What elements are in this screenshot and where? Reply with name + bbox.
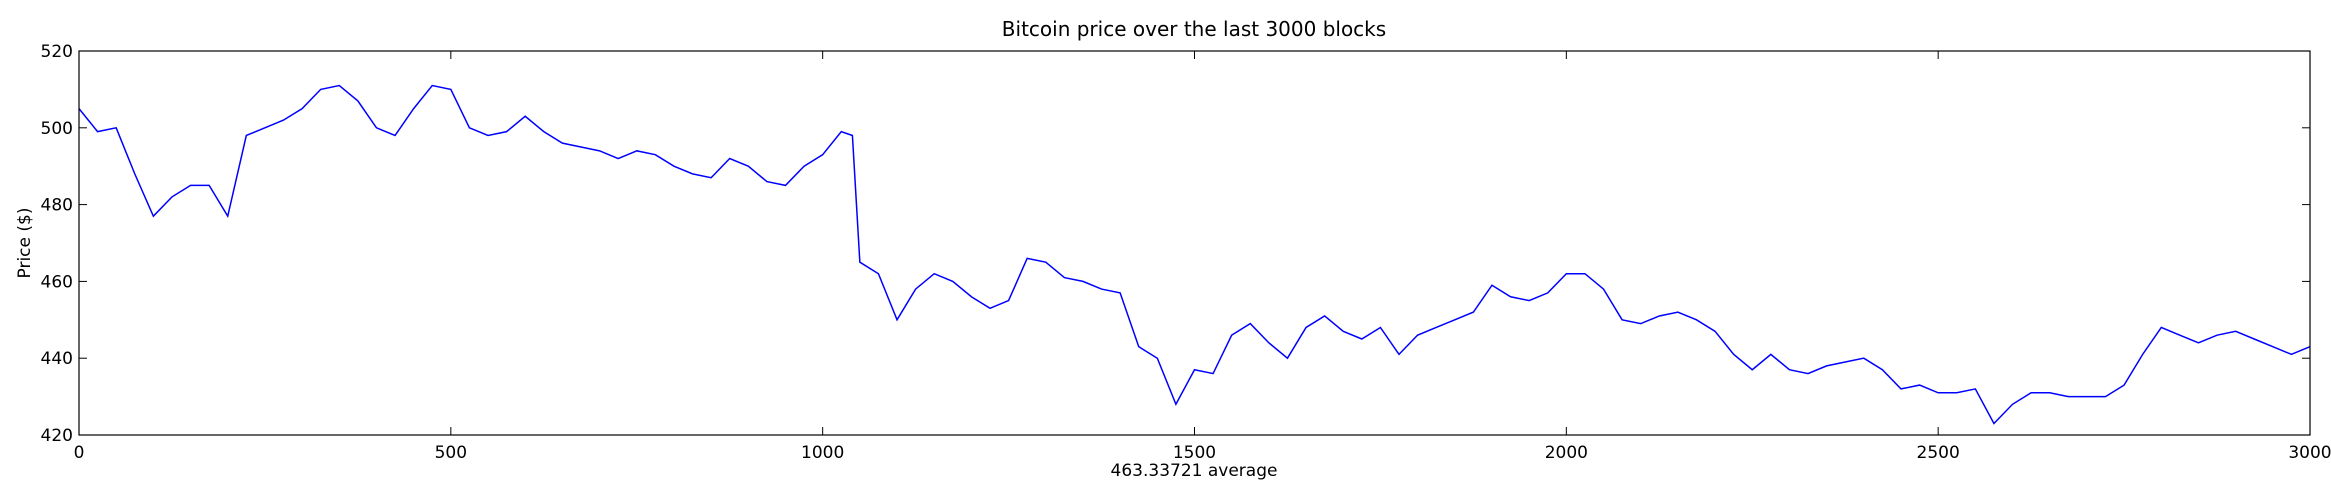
y-axis-label: Price ($) [15,208,35,279]
y-tick-label: 440 [41,349,73,369]
chart-title: Bitcoin price over the last 3000 blocks [1002,17,1386,41]
x-tick-label: 1500 [1173,443,1216,463]
x-tick-label: 500 [435,443,467,463]
y-tick-label: 500 [41,119,73,139]
x-tick-label: 3000 [2288,443,2331,463]
x-tick-label: 2000 [1545,443,1588,463]
y-tick-label: 480 [41,196,73,216]
plot-frame [78,50,2311,436]
y-tick-label: 520 [41,42,73,62]
price-line [78,84,2311,425]
x-tick-label: 2500 [1917,443,1960,463]
x-tick-label: 1000 [801,443,844,463]
x-tick-label: 0 [74,443,85,463]
x-axis-label: 463.33721 average [1111,461,1278,481]
y-tick-label: 420 [41,426,73,446]
y-tick-label: 460 [41,272,73,292]
